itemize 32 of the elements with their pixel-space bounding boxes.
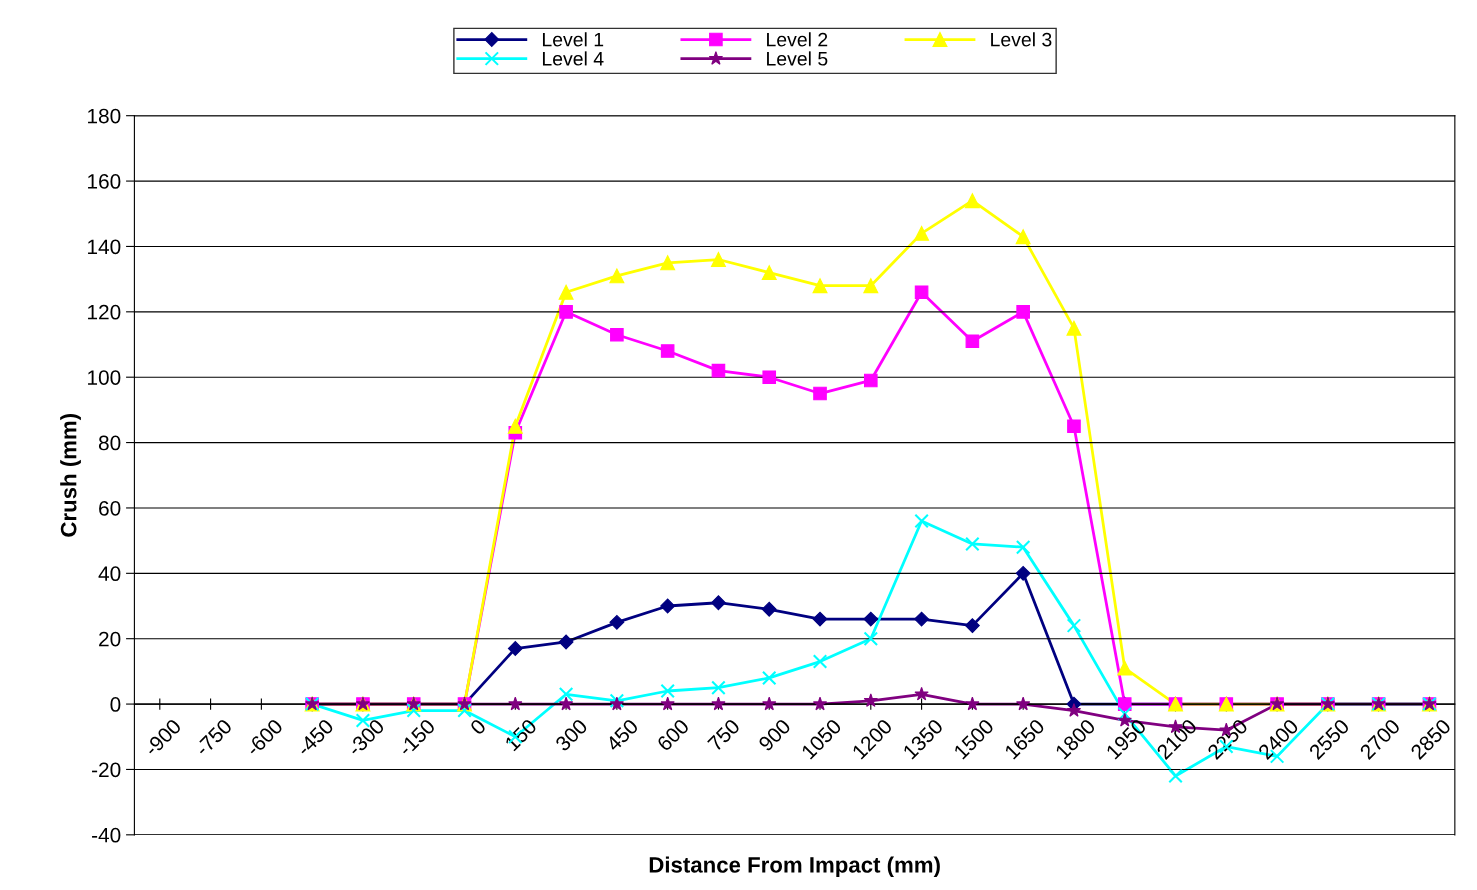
x-tick-label: -150 [397,718,436,757]
x-tick-label: -600 [244,718,284,757]
y-tick-label: 80 [98,435,121,451]
y-tick-label: -20 [92,762,121,778]
y-axis-title: Crush (mm) [60,414,81,537]
x-tick-label: 300 [554,718,589,753]
y-tick-label: 160 [88,174,121,189]
y-tick-label: 40 [98,566,121,582]
x-tick-label: 450 [605,718,640,753]
y-tick-label: 100 [88,370,121,385]
x-axis-title: Distance From Impact (mm) [649,856,940,878]
x-tick-label: 750 [707,718,741,752]
x-tick-label: 0 [469,718,487,736]
legend-label: Level 4 [542,51,604,66]
x-tick-label: 150 [504,718,538,752]
x-tick-label: 600 [656,718,690,752]
legend-label: Level 2 [767,32,828,47]
legend-label: Level 5 [767,51,828,66]
y-tick-label: 140 [88,239,121,255]
y-tick-label: 120 [88,304,121,320]
y-tick-label: -40 [92,827,121,843]
x-tick-label: -450 [295,718,335,757]
y-tick-label: 20 [99,631,121,647]
y-tick-label: 0 [110,697,121,712]
y-tick-label: 180 [88,108,121,124]
x-tick-label: -300 [346,718,386,757]
x-tick-label: -900 [143,718,183,757]
x-tick-label: -750 [194,718,233,757]
legend-label: Level 1 [542,32,604,47]
legend-label: Level 3 [991,32,1052,47]
y-tick-label: 60 [99,500,121,516]
x-tick-label: 900 [757,718,792,752]
